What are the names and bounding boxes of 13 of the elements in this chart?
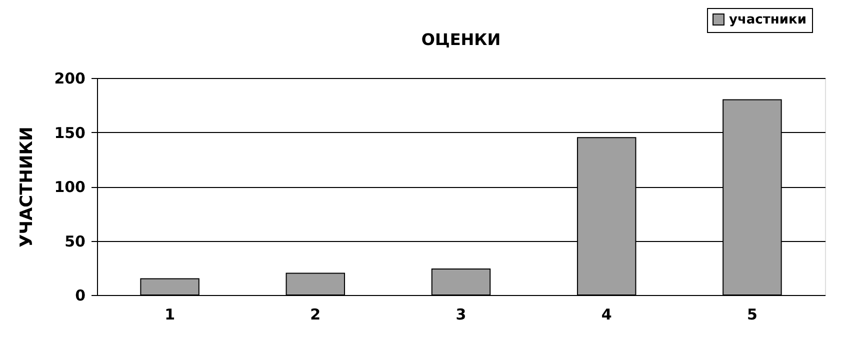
- y-tick-label: 200: [54, 70, 86, 88]
- x-tick-label: 4: [601, 306, 612, 324]
- x-tick-label: 1: [164, 306, 176, 324]
- y-tick-label: 50: [64, 232, 86, 250]
- legend-label: участники: [729, 12, 806, 28]
- x-tick-label: 5: [746, 306, 758, 324]
- y-axis-title: УЧАСТНИКИ: [17, 126, 38, 248]
- x-tick-label: 2: [310, 306, 321, 324]
- chart-title: ОЦЕНКИ: [421, 30, 501, 49]
- y-tick-label: 150: [54, 124, 86, 142]
- x-tick-label: 3: [456, 306, 466, 324]
- y-tick-label: 0: [75, 286, 86, 304]
- y-tick-label: 100: [54, 178, 86, 196]
